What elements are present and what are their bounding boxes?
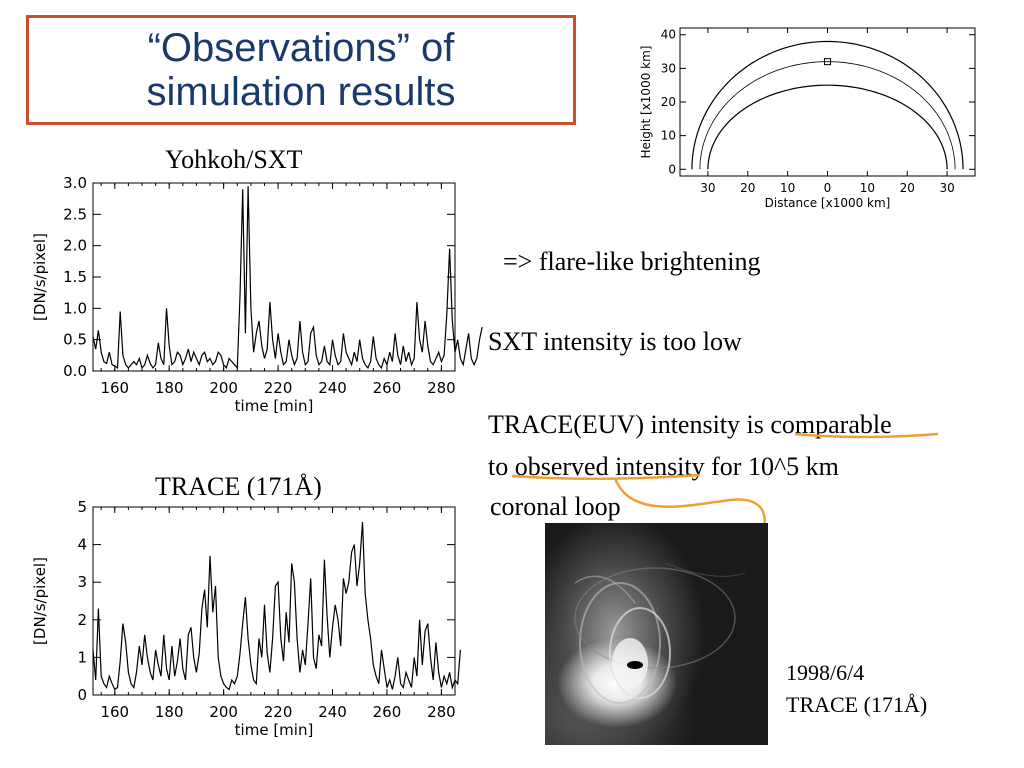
loop-arc-1 (691, 40, 964, 170)
y-tick-label: 2.0 (63, 237, 87, 255)
x-tick-label: 160 (100, 379, 129, 397)
x-axis-label: time [min] (235, 397, 314, 415)
loop-y-tick-label: 40 (661, 28, 676, 42)
trace-chart: 160 180 200 220 240 260 280 0 1 2 3 4 5 time [min] [DN… (31, 498, 461, 739)
y-tick-label: 3 (77, 573, 87, 591)
sxt-chart: 160 180 200 220 240 260 280 0.0 0.5 1.0 1.5 2.0 2.5 3… (31, 174, 483, 415)
data-series-line (92, 521, 461, 691)
plot-frame (92, 506, 456, 696)
loop-x-tick-label: 30 (700, 181, 715, 195)
trace-caption: TRACE (171Å) (155, 472, 322, 501)
x-tick-label: 240 (318, 703, 347, 721)
title-line-1: “Observations” of (147, 26, 455, 70)
x-tick-label: 220 (264, 379, 293, 397)
photo-label: TRACE (171Å) (786, 692, 928, 717)
x-tick-label: 260 (373, 703, 402, 721)
x-tick-label: 180 (155, 703, 184, 721)
x-axis-label: time [min] (235, 721, 314, 739)
x-tick-label: 280 (427, 703, 456, 721)
loop-x-axis-label: Distance [x1000 km] (765, 196, 891, 210)
y-axis-label: [DN/s/pixel] (31, 557, 49, 645)
x-tick-label: 160 (100, 703, 129, 721)
loop-x-tick-label: 10 (780, 181, 795, 195)
x-tick-label: 200 (209, 703, 238, 721)
loop-y-tick-label: 30 (661, 61, 676, 75)
y-axis-label: [DN/s/pixel] (31, 233, 49, 321)
x-tick-label: 180 (155, 379, 184, 397)
y-tick-label: 0.0 (63, 362, 87, 380)
y-tick-label: 4 (77, 536, 87, 554)
data-series-line (92, 186, 483, 370)
y-tick-label: 1 (77, 648, 87, 666)
y-tick-label: 3.0 (63, 174, 87, 192)
sxt-low-text: SXT intensity is too low (488, 327, 742, 356)
loop-arc-3 (707, 84, 948, 170)
y-tick-label: 2.5 (63, 205, 87, 223)
y-tick-label: 0.5 (63, 331, 87, 349)
x-tick-label: 200 (209, 379, 238, 397)
loop-x-tick-label: 20 (740, 181, 755, 195)
x-tick-label: 240 (318, 379, 347, 397)
trace-observed-text: to observed intensity for 10^5 km (488, 452, 839, 481)
loop-x-tick-label: 30 (939, 181, 954, 195)
loop-x-tick-label: 10 (860, 181, 875, 195)
y-tick-label: 1.5 (63, 268, 87, 286)
loop-geometry-chart: 30 20 10 0 10 20 30 0 10 20 30 40 Distance [x1000 km… (639, 27, 976, 210)
plot-frame (92, 182, 456, 372)
loop-plot-frame (679, 27, 976, 177)
y-tick-label: 0 (77, 686, 87, 704)
loop-marker (824, 58, 831, 66)
loop-x-tick-label: 20 (900, 181, 915, 195)
loop-x-tick-label: 0 (824, 181, 832, 195)
y-tick-label: 1.0 (63, 299, 87, 317)
trace-comparable-text: TRACE(EUV) intensity is comparable (488, 410, 892, 439)
loop-y-tick-label: 0 (668, 162, 676, 176)
loop-arc-2 (699, 61, 956, 170)
loop-y-tick-label: 20 (661, 95, 676, 109)
y-tick-label: 2 (77, 611, 87, 629)
title-box: “Observations” of simulation results (26, 15, 576, 125)
x-tick-label: 260 (373, 379, 402, 397)
x-tick-label: 280 (427, 379, 456, 397)
trace-solar-image (545, 523, 768, 745)
x-tick-label: 220 (264, 703, 293, 721)
loop-y-axis-label: Height [x1000 km] (639, 46, 653, 159)
sxt-caption: Yohkoh/SXT (165, 145, 303, 174)
flare-text: => flare-like brightening (503, 247, 761, 276)
title-line-2: simulation results (146, 70, 456, 114)
loop-y-tick-label: 10 (661, 129, 676, 143)
photo-date: 1998/6/4 (786, 660, 865, 685)
coronal-loop-text: coronal loop (490, 492, 621, 521)
y-tick-label: 5 (77, 498, 87, 516)
